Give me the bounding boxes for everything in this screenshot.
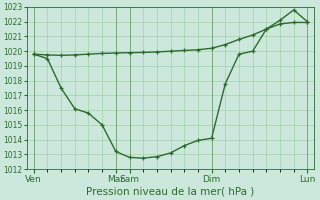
X-axis label: Pression niveau de la mer( hPa ): Pression niveau de la mer( hPa ) (86, 187, 255, 197)
